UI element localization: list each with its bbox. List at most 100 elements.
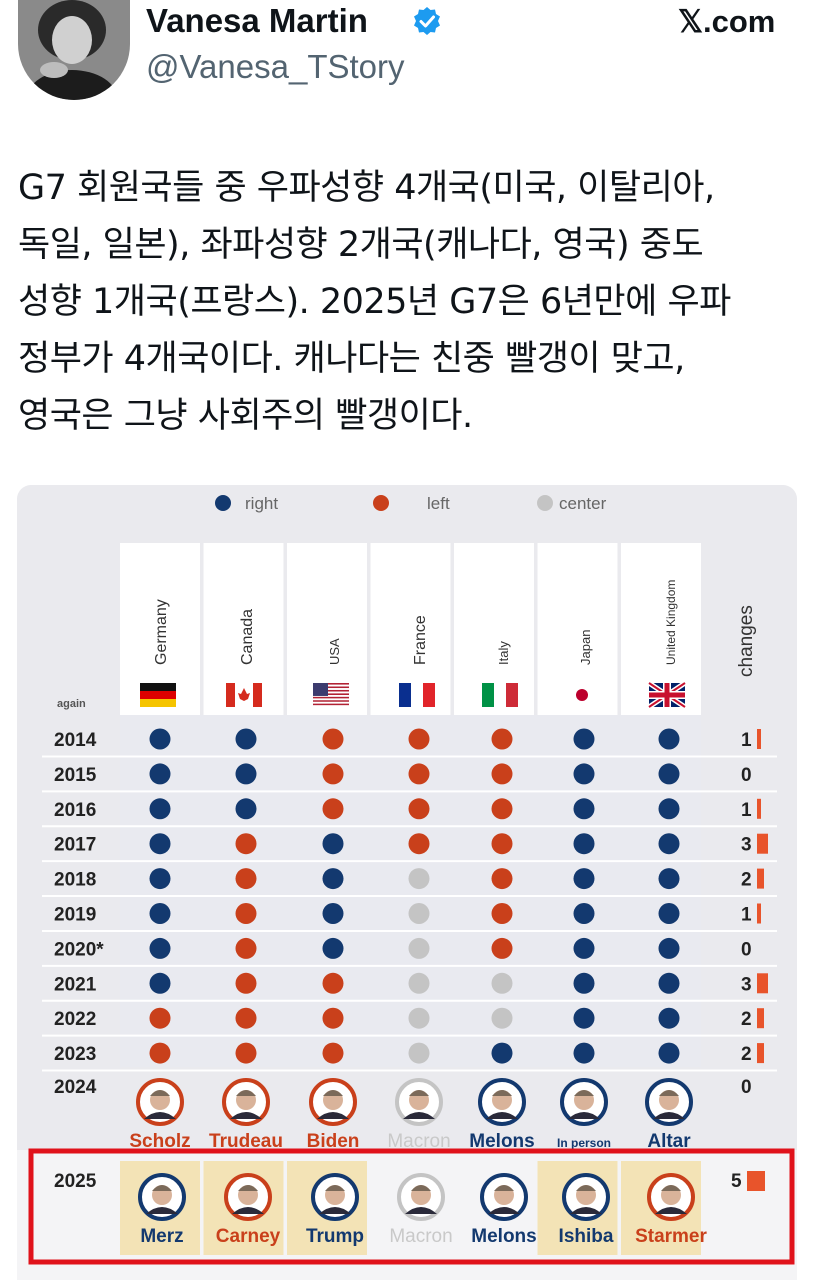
flag-stripe <box>313 705 349 707</box>
g7-politics-chart[interactable]: right left center Germany Canada USA France Ita… <box>17 485 797 1280</box>
legend-swatch <box>537 495 553 511</box>
tweet-line: G7 회원국들 중 우파성향 4개국(미국, 이탈리아, <box>18 168 715 208</box>
year-label: 2019 <box>54 905 96 926</box>
flag-stripe <box>313 700 349 702</box>
flag-ca <box>226 683 262 707</box>
avatar[interactable] <box>18 0 130 100</box>
lean-dot-right <box>322 868 344 890</box>
portrait-hair <box>659 1090 679 1096</box>
year-label: 2018 <box>54 870 96 891</box>
portrait-suit <box>403 1112 435 1119</box>
leader-portrait: Ishiba <box>559 1173 614 1247</box>
lean-dot-right <box>573 763 595 785</box>
flag-stripe <box>140 699 176 707</box>
x-logo[interactable]: 𝕏.com <box>678 4 776 39</box>
lean-dot-right <box>573 868 595 890</box>
corner-label: again <box>57 698 86 710</box>
avatar-image <box>18 0 130 100</box>
changes-header: changes <box>736 605 757 677</box>
lean-dot-center <box>408 937 430 959</box>
lean-dot-left <box>235 903 257 924</box>
year-label: 2022 <box>54 1009 96 1030</box>
lean-dot-right <box>235 728 257 750</box>
leader-portrait: Macron <box>389 1173 453 1247</box>
leader-name: Carney <box>216 1226 281 1247</box>
portrait-suit <box>230 1112 262 1119</box>
country-name-fr: France <box>412 615 429 665</box>
changes-value: 2 <box>741 870 752 891</box>
tweet-line: 정부가 4개국이다. 캐나다는 친중 빨갱이 맞고, <box>18 339 685 379</box>
flag-stripe <box>423 683 435 707</box>
country-name-us: USA <box>327 638 342 665</box>
year-label: 2020* <box>54 939 104 960</box>
changes-bar <box>757 903 761 924</box>
leader-portrait: Merz <box>138 1173 186 1247</box>
leader-name: Biden <box>307 1131 360 1152</box>
flag-cross <box>649 692 685 698</box>
lean-dot-left <box>235 1007 257 1029</box>
lean-dot-right <box>149 937 171 959</box>
leader-name: In person <box>557 1136 611 1150</box>
changes-bar <box>757 798 761 819</box>
portrait-hair <box>409 1090 429 1096</box>
lean-dot-right <box>658 1042 680 1064</box>
lean-dot-center <box>408 1042 430 1064</box>
portrait-suit <box>319 1207 351 1214</box>
leader-portrait: Trump <box>306 1173 364 1247</box>
changes-value: 1 <box>741 905 752 926</box>
lean-dot-left <box>408 798 430 820</box>
changes-value: 3 <box>741 974 752 995</box>
lean-dot-right <box>149 972 171 994</box>
lean-dot-right <box>658 903 680 924</box>
lean-dot-right <box>658 833 680 855</box>
lean-dot-right <box>658 972 680 994</box>
legend-label: right <box>245 494 278 513</box>
portrait-hair <box>236 1090 256 1096</box>
changes-value: 0 <box>741 1077 752 1098</box>
leader-name: Melons <box>471 1226 536 1247</box>
portrait-suit <box>232 1207 264 1214</box>
leader-portrait: Altar <box>645 1078 693 1152</box>
portrait-hair <box>661 1185 681 1191</box>
maple-leaf-icon <box>238 688 250 701</box>
year-label: 2014 <box>54 730 97 751</box>
lean-dot-center <box>408 1007 430 1029</box>
flag-stripe <box>399 683 411 707</box>
lean-dot-left <box>408 728 430 750</box>
portrait-hair <box>150 1090 170 1096</box>
leader-name: Starmer <box>635 1226 707 1247</box>
lean-dot-left <box>322 972 344 994</box>
flag-stripe <box>482 683 494 707</box>
lean-dot-right <box>149 833 171 855</box>
legend-label: left <box>427 494 450 513</box>
lean-dot-left <box>491 937 513 959</box>
portrait-hair <box>238 1185 258 1191</box>
lean-dot-right <box>149 903 171 924</box>
leader-portrait: Melons <box>471 1173 537 1247</box>
flag-jp <box>564 683 600 707</box>
flag-canton <box>313 683 328 696</box>
legend-swatch <box>215 495 231 511</box>
lean-dot-left <box>322 728 344 750</box>
author-name[interactable]: Vanesa Martin <box>146 2 368 39</box>
portrait-hair <box>494 1185 514 1191</box>
flag-us <box>313 683 349 707</box>
portrait-suit <box>486 1112 518 1119</box>
changes-bar <box>757 1008 764 1029</box>
lean-dot-left <box>149 1007 171 1029</box>
leader-name: Trudeau <box>209 1131 283 1152</box>
leader-portrait: Melons <box>469 1078 535 1152</box>
flag-stripe <box>253 683 262 707</box>
lean-dot-right <box>573 728 595 750</box>
lean-dot-left <box>491 868 513 890</box>
year-label: 2016 <box>54 800 96 821</box>
flag-sun <box>576 689 588 701</box>
author-handle[interactable]: @Vanesa_TStory <box>146 48 405 85</box>
portrait-hair <box>323 1090 343 1096</box>
flag-stripe <box>313 703 349 706</box>
flag-stripe <box>313 688 349 690</box>
year-label: 2024 <box>54 1077 97 1098</box>
year-label: 2025 <box>54 1171 97 1192</box>
changes-bar <box>757 973 768 994</box>
country-name-uk: United Kingdom <box>664 580 678 665</box>
